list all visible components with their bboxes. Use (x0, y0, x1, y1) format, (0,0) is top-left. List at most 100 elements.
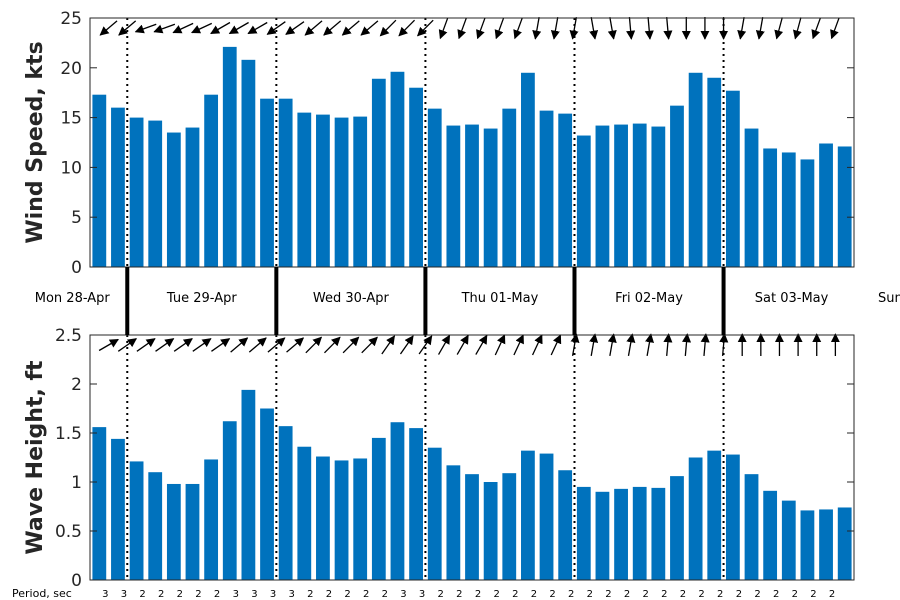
bar (521, 72, 535, 267)
direction-arrow (381, 335, 395, 355)
period-value: 3 (419, 589, 425, 600)
bar (297, 446, 312, 580)
period-value: 2 (810, 589, 816, 600)
bar (278, 98, 293, 268)
bar (92, 94, 107, 267)
bar (409, 87, 423, 267)
bar (744, 474, 759, 580)
period-value: 3 (121, 589, 127, 600)
bar (614, 124, 628, 267)
direction-arrow (155, 338, 175, 352)
period-value: 2 (344, 589, 350, 600)
direction-arrow (513, 17, 523, 40)
day-label: Wed 30-Apr (313, 291, 390, 306)
period-value: 2 (587, 589, 593, 600)
y-tick-label: 25 (60, 9, 82, 29)
direction-arrow (774, 17, 784, 40)
period-value: 2 (214, 589, 220, 600)
bar (651, 126, 666, 267)
day-label: Sat 03-May (755, 291, 829, 306)
bar (334, 117, 349, 267)
bar (576, 486, 591, 580)
bar (707, 450, 722, 580)
bar (539, 453, 554, 580)
direction-arrow (342, 336, 360, 354)
direction-arrow (136, 338, 156, 352)
period-value: 2 (139, 589, 145, 600)
bar (409, 428, 423, 580)
bar (502, 473, 517, 580)
direction-arrow (323, 20, 342, 36)
direction-arrow (644, 16, 654, 40)
direction-arrow (532, 17, 542, 40)
period-value: 2 (680, 589, 686, 600)
direction-arrow (494, 17, 505, 40)
direction-arrow (211, 338, 231, 352)
bar (744, 128, 759, 267)
bar (316, 456, 330, 580)
direction-arrow (513, 334, 524, 356)
direction-arrow (475, 334, 488, 355)
direction-arrow (830, 17, 840, 40)
direction-arrow (304, 20, 323, 36)
y-tick-label: 0.5 (55, 522, 82, 542)
bar (148, 472, 163, 580)
direction-arrow (267, 337, 286, 353)
direction-arrow (399, 335, 414, 355)
bar (260, 408, 274, 580)
bar (185, 127, 200, 267)
y-tick-label: 1 (71, 473, 82, 493)
direction-arrow (589, 17, 599, 40)
direction-arrow (418, 335, 433, 355)
period-value: 2 (326, 589, 332, 600)
direction-arrow (589, 333, 599, 356)
direction-arrow (719, 333, 729, 357)
period-value: 3 (233, 589, 239, 600)
period-value: 2 (754, 589, 760, 600)
bar (111, 438, 125, 580)
direction-arrow (173, 338, 193, 352)
direction-arrow (645, 333, 654, 356)
bar (166, 132, 181, 267)
bar (390, 422, 405, 580)
period-value: 2 (493, 589, 499, 600)
bar (129, 117, 144, 267)
bar (185, 483, 200, 580)
bar (166, 483, 181, 580)
period-value: 2 (549, 589, 555, 600)
bar (148, 120, 163, 267)
bar (353, 116, 368, 267)
period-value: 2 (456, 589, 462, 600)
direction-arrow (134, 23, 157, 34)
period-value: 2 (568, 589, 574, 600)
period-value: 2 (792, 589, 798, 600)
direction-arrow (437, 334, 451, 355)
axes-frame (89, 17, 855, 268)
bar (819, 509, 833, 580)
period-value: 2 (643, 589, 649, 600)
bar (465, 474, 479, 580)
bar (465, 124, 479, 267)
bar (334, 460, 349, 580)
bar (688, 72, 703, 267)
direction-arrow (607, 333, 617, 356)
direction-arrow (438, 17, 449, 40)
direction-arrow (172, 22, 194, 34)
day-label: Thu 01-May (461, 291, 539, 306)
direction-arrow (192, 338, 212, 352)
period-value: 3 (270, 589, 276, 600)
bar (260, 98, 274, 268)
bar (446, 125, 461, 267)
direction-arrow (210, 21, 231, 35)
direction-arrow (324, 336, 341, 354)
bar (222, 46, 237, 267)
bar (837, 507, 852, 580)
y-tick-label: 5 (71, 208, 82, 228)
period-label: Period, sec (12, 587, 72, 600)
bar (371, 78, 386, 267)
bar (763, 148, 778, 267)
period-value: 2 (195, 589, 201, 600)
bar (725, 454, 740, 580)
direction-arrow (494, 334, 506, 356)
direction-arrow (570, 333, 580, 356)
